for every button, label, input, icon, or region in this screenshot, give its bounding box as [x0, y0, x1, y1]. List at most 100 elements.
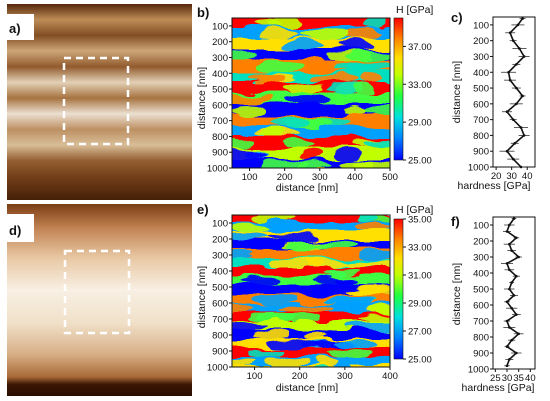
heatmap-band: [232, 321, 390, 332]
y-tick-label: 200: [473, 237, 489, 248]
heatmap-band: [232, 249, 390, 260]
y-tick-label: 1000: [207, 164, 228, 175]
y-tick-label: 1000: [207, 363, 228, 374]
y-tick-label: 100: [212, 21, 228, 32]
data-point: [510, 306, 513, 310]
data-point: [508, 78, 512, 82]
colorbar-tick-label: 25.00: [408, 156, 432, 167]
data-point: [517, 332, 520, 336]
x-tick-label: 20: [491, 171, 502, 182]
x-tick-label: 30: [506, 171, 517, 182]
hardness-line: [505, 218, 521, 367]
data-point: [516, 23, 520, 27]
x-tick-label: 400: [382, 371, 398, 382]
x-tick-label: 100: [242, 172, 258, 183]
y-tick-label: 500: [212, 283, 228, 294]
heatmap-blob: [327, 349, 373, 358]
panel-label-a: a): [9, 21, 21, 36]
heatmap-blob: [270, 116, 310, 127]
x-axis-label-e: distance [nm]: [276, 382, 339, 394]
heatmap-blob: [352, 160, 390, 168]
heatmap-band: [232, 285, 390, 296]
y-tick-label: 700: [212, 315, 228, 326]
y-tick-label: 600: [212, 100, 228, 111]
colorbar-tick-label: 29.00: [408, 299, 432, 310]
heatmap-blob: [315, 358, 338, 367]
data-point: [512, 217, 516, 220]
data-point: [515, 86, 518, 90]
heatmap-blob: [286, 94, 331, 105]
axes-b: 100 200 300 400 500 100 200 300 400 500 600 700 800 9…: [207, 17, 398, 183]
data-point: [515, 63, 518, 66]
y-tick-label: 100: [473, 221, 489, 232]
heatmap-blob: [351, 83, 374, 94]
data-point: [515, 236, 518, 240]
data-point: [515, 351, 518, 355]
data-point: [508, 223, 511, 227]
data-point: [508, 31, 512, 35]
heatmap-blob: [232, 105, 267, 116]
heatmap-blob: [258, 313, 296, 322]
y-tick-label: 700: [473, 115, 489, 126]
data-point: [515, 274, 518, 278]
heatmap-band: [232, 215, 390, 224]
panel-label-b: b): [197, 5, 209, 20]
data-point: [522, 55, 526, 58]
heatmap-blob: [247, 72, 287, 83]
y-tick-label: 700: [212, 116, 228, 127]
heatmap-blob: [323, 268, 360, 277]
x-axis-label-c: hardness [GPa]: [458, 180, 531, 192]
heatmap-blob: [348, 286, 390, 295]
y-tick-label: 600: [473, 99, 489, 110]
y-tick-label: 300: [212, 53, 228, 64]
heatmap-blob: [261, 28, 298, 39]
heatmap-blob: [248, 349, 283, 358]
y-tick-label: 900: [212, 148, 228, 159]
heatmap-band: [232, 348, 390, 359]
colorbar-tick-label: 27.00: [408, 327, 432, 338]
colorbar-title-b: H [GPa]: [396, 4, 433, 16]
data-point: [507, 70, 510, 74]
heatmap-blob: [334, 61, 379, 72]
y-tick-label: 500: [473, 285, 489, 296]
data-point: [505, 319, 509, 323]
heatmap-blob: [339, 39, 372, 50]
x-tick-label: 35: [513, 373, 524, 384]
colorbar-tick-label: 35.00: [408, 215, 432, 226]
data-point: [505, 149, 509, 153]
plot-frame: [231, 17, 391, 169]
heatmap-blob: [333, 149, 360, 160]
heatmap-blob: [253, 331, 291, 340]
heatmap-blob: [309, 72, 357, 83]
heatmap-blob: [279, 304, 334, 313]
heatmap-blob: [256, 61, 304, 72]
panel-label-e: e): [197, 202, 209, 217]
heatmap-blob: [309, 116, 333, 127]
heatmap-blob: [357, 250, 390, 259]
hardness-map-b: [232, 18, 390, 168]
y-tick-label: 300: [212, 251, 228, 262]
heatmap-blob: [333, 340, 378, 349]
heatmap-blob: [355, 223, 390, 232]
y-tick-label: 400: [473, 269, 489, 280]
heatmap-blob: [260, 127, 284, 138]
data-point: [508, 268, 511, 272]
data-point: [519, 165, 523, 169]
heatmap-blob: [268, 232, 320, 241]
panel-label-c: c): [451, 10, 463, 25]
heatmap-blob: [345, 259, 372, 268]
heatmap-blob: [282, 138, 314, 149]
y-tick-label: 700: [473, 317, 489, 328]
colorbar-tick-label: 37.00: [408, 42, 432, 53]
colorbar-tick-label: 29.00: [408, 118, 432, 129]
heatmap-blob: [358, 72, 385, 83]
y-tick-label: 500: [473, 84, 489, 95]
y-tick-label: 800: [473, 131, 489, 142]
data-point: [515, 313, 518, 316]
colorbar-ticks-b: 37.00 33.00 29.00 25.00: [403, 42, 432, 167]
y-tick-label: 600: [212, 299, 228, 310]
heatmap-blob: [365, 304, 390, 313]
x-tick-label: 500: [382, 172, 398, 183]
y-tick-label: 600: [473, 301, 489, 312]
